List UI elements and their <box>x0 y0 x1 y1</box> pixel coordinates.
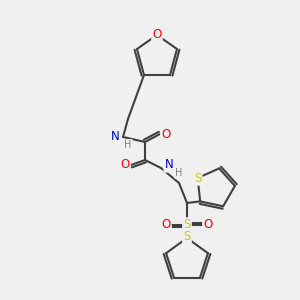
Text: S: S <box>183 218 191 232</box>
Text: S: S <box>183 230 191 242</box>
Text: O: O <box>161 128 171 140</box>
Text: O: O <box>161 218 171 232</box>
Text: O: O <box>203 218 213 232</box>
Text: S: S <box>194 172 201 184</box>
Text: N: N <box>111 130 119 143</box>
Text: H: H <box>124 140 132 150</box>
Text: O: O <box>120 158 130 172</box>
Text: N: N <box>165 158 173 172</box>
Text: O: O <box>152 28 162 41</box>
Text: H: H <box>175 168 183 178</box>
